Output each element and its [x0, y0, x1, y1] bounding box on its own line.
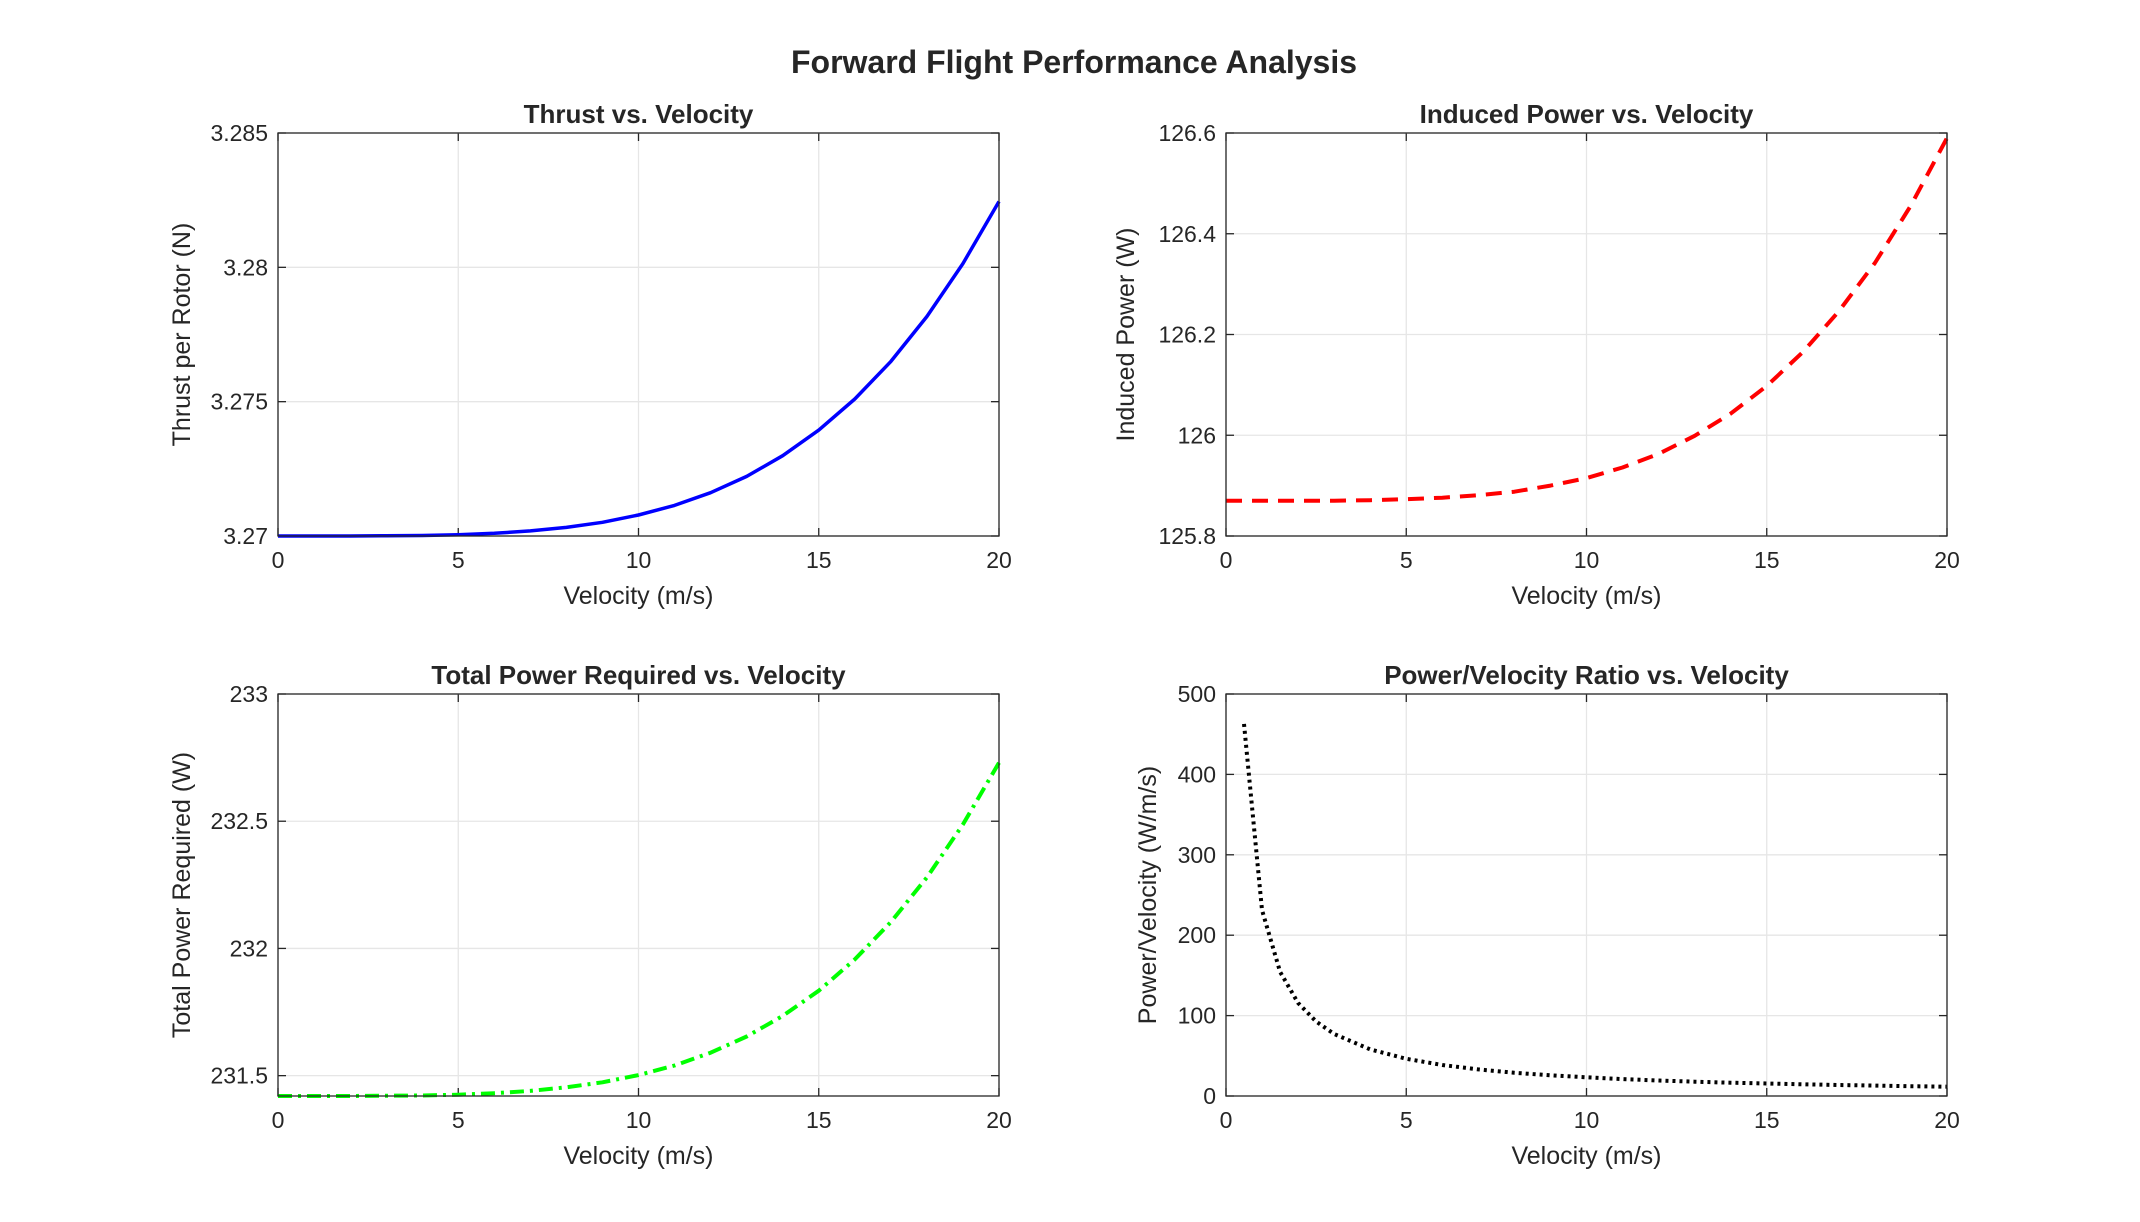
x-tick-label: 15 — [806, 547, 832, 573]
x-tick-label: 10 — [626, 1107, 652, 1133]
x-tick-label: 0 — [272, 547, 285, 573]
x-axis-label: Velocity (m/s) — [1511, 582, 1661, 610]
subplot-1: 0 5 10 15 20 3.27 3.275 3.28 3.285 Thrust vs. Vel… — [168, 99, 1012, 610]
axes-box — [277, 132, 1000, 537]
axes-box — [1225, 132, 1948, 537]
x-tick-label: 5 — [452, 547, 465, 573]
y-tick-label: 400 — [1178, 761, 1216, 787]
subplot-2: 0 5 10 15 20 125.8 126 126.2 126.4 126.6 Induced P… — [1112, 99, 1960, 610]
y-axis-label: Total Power Required (W) — [168, 752, 196, 1038]
y-tick-label: 3.27 — [223, 523, 268, 549]
x-tick-label: 20 — [1934, 547, 1960, 573]
subplot-title: Total Power Required vs. Velocity — [431, 660, 846, 690]
series-line — [1242, 723, 1948, 1089]
y-tick-label: 100 — [1178, 1003, 1216, 1029]
x-tick-label: 5 — [1400, 547, 1413, 573]
x-tick-label: 0 — [1220, 1107, 1233, 1133]
y-tick-label: 3.28 — [223, 254, 268, 280]
y-tick-label: 500 — [1178, 681, 1216, 707]
y-tick-label: 300 — [1178, 842, 1216, 868]
figure-title: Forward Flight Performance Analysis — [791, 44, 1357, 80]
x-tick-label: 15 — [1754, 1107, 1780, 1133]
x-tick-label: 15 — [1754, 547, 1780, 573]
x-tick-label: 20 — [1934, 1107, 1960, 1133]
y-tick-label: 3.285 — [210, 120, 268, 146]
y-tick-label: 200 — [1178, 922, 1216, 948]
subplot-title: Induced Power vs. Velocity — [1420, 99, 1754, 129]
x-axis-label: Velocity (m/s) — [563, 1142, 713, 1170]
y-tick-label: 231.5 — [210, 1063, 268, 1089]
x-tick-label: 20 — [986, 1107, 1012, 1133]
y-axis-label: Thrust per Rotor (N) — [168, 223, 196, 447]
y-tick-label: 125.8 — [1158, 523, 1216, 549]
y-axis-label: Induced Power (W) — [1112, 228, 1140, 442]
x-tick-label: 10 — [1574, 547, 1600, 573]
series-line — [1226, 137, 1949, 503]
x-tick-label: 10 — [626, 547, 652, 573]
x-tick-label: 0 — [272, 1107, 285, 1133]
axes-box — [277, 693, 1000, 1097]
x-axis-label: Velocity (m/s) — [1511, 1142, 1661, 1170]
x-tick-label: 15 — [806, 1107, 832, 1133]
y-tick-label: 0 — [1203, 1083, 1216, 1109]
y-tick-label: 126.6 — [1158, 120, 1216, 146]
y-tick-label: 126 — [1178, 422, 1216, 448]
axes-box — [1225, 693, 1948, 1097]
y-axis-label: Power/Velocity (W/m/s) — [1134, 766, 1162, 1024]
y-tick-label: 233 — [230, 681, 268, 707]
y-tick-label: 3.275 — [210, 389, 268, 415]
x-tick-label: 10 — [1574, 1107, 1600, 1133]
y-tick-label: 126.4 — [1158, 221, 1216, 247]
subplot-3: 0 5 10 15 20 231.5 232 232.5 233 Total Power Requ… — [168, 660, 1012, 1170]
y-tick-label: 126.2 — [1158, 322, 1216, 348]
y-tick-label: 232.5 — [210, 808, 268, 834]
x-tick-label: 0 — [1220, 547, 1233, 573]
y-tick-label: 232 — [230, 935, 268, 961]
x-tick-label: 5 — [1400, 1107, 1413, 1133]
subplot-title: Thrust vs. Velocity — [524, 99, 754, 129]
x-tick-label: 5 — [452, 1107, 465, 1133]
subplot-title: Power/Velocity Ratio vs. Velocity — [1384, 660, 1789, 690]
x-axis-label: Velocity (m/s) — [563, 582, 713, 610]
x-tick-label: 20 — [986, 547, 1012, 573]
